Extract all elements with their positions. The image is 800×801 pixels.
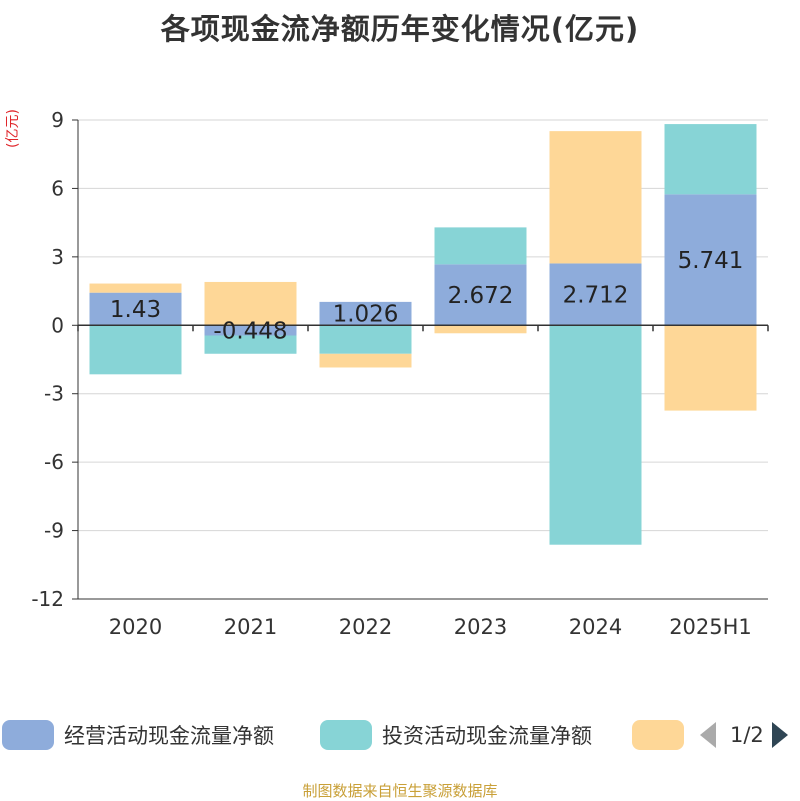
data-label-2020: 1.43 xyxy=(110,297,161,323)
stacked-bar-chart: 9 6 3 0 -3 -6 -9 -12 1.43 -0.448 1.026 2.672 2.712 5.… xyxy=(31,108,769,639)
bar-series2-2025H1 xyxy=(664,325,757,411)
bar-series1-2023 xyxy=(434,227,527,265)
y-tick-label: 0 xyxy=(51,313,64,337)
legend-item-investing[interactable]: 投资活动现金流量净额 xyxy=(320,718,592,752)
legend-label-investing: 投资活动现金流量净额 xyxy=(382,724,592,748)
chart-title: 各项现金流净额历年变化情况(亿元) xyxy=(160,12,640,46)
bar-series0-2021 xyxy=(204,325,297,336)
bar-series1-2020 xyxy=(89,325,182,375)
bar-series0-2025H1 xyxy=(664,194,757,326)
x-tick-label: 2025H1 xyxy=(669,615,752,639)
legend-item-operating[interactable]: 经营活动现金流量净额 xyxy=(2,718,274,752)
source-footer: 制图数据来自恒生聚源数据库 xyxy=(302,782,498,800)
data-label-2025H1: 5.741 xyxy=(678,248,744,274)
bar-series0-2020 xyxy=(89,292,182,326)
y-tick-label: 3 xyxy=(51,245,64,269)
y-tick-label: 6 xyxy=(51,176,64,200)
pager-text: 1/2 xyxy=(730,723,764,747)
legend-pager: 1/2 xyxy=(700,718,788,752)
bar-series2-2024 xyxy=(549,131,642,264)
x-tick-label: 2021 xyxy=(224,615,277,639)
data-label-2024: 2.712 xyxy=(563,282,629,308)
data-label-2022: 1.026 xyxy=(333,302,399,328)
x-tick-label: 2024 xyxy=(569,615,622,639)
bar-series0-2023 xyxy=(434,264,527,326)
x-tick-label: 2023 xyxy=(454,615,507,639)
x-tick-label: 2020 xyxy=(109,615,162,639)
legend-item-financing[interactable] xyxy=(632,718,684,752)
bar-series2-2022 xyxy=(319,353,412,368)
legend-label-operating: 经营活动现金流量净额 xyxy=(64,724,274,748)
data-label-2023: 2.672 xyxy=(448,283,514,309)
y-tick-label: -9 xyxy=(44,519,64,543)
bar-series2-2021 xyxy=(204,281,297,326)
y-tick-label: -12 xyxy=(31,587,64,611)
data-label-2021: -0.448 xyxy=(213,318,287,344)
pager-prev-icon[interactable] xyxy=(700,722,716,748)
legend-swatch-investing xyxy=(320,720,372,750)
bar-series2-2020 xyxy=(89,283,182,293)
y-tick-label: -3 xyxy=(44,382,64,406)
legend-swatch-operating xyxy=(2,720,54,750)
bar-series1-2025H1 xyxy=(664,124,757,195)
bar-series1-2024 xyxy=(549,325,642,545)
bar-series0-2022 xyxy=(319,301,412,326)
bar-series2-2023 xyxy=(434,325,527,334)
bar-series1-2021 xyxy=(204,335,297,354)
legend-swatch-financing xyxy=(632,720,684,750)
x-tick-label: 2022 xyxy=(339,615,392,639)
pager-next-icon[interactable] xyxy=(771,722,788,748)
y-tick-label: 9 xyxy=(51,108,64,132)
y-tick-label: -6 xyxy=(44,450,64,474)
bar-series1-2022 xyxy=(319,325,412,354)
bar-series0-2024 xyxy=(549,263,642,326)
